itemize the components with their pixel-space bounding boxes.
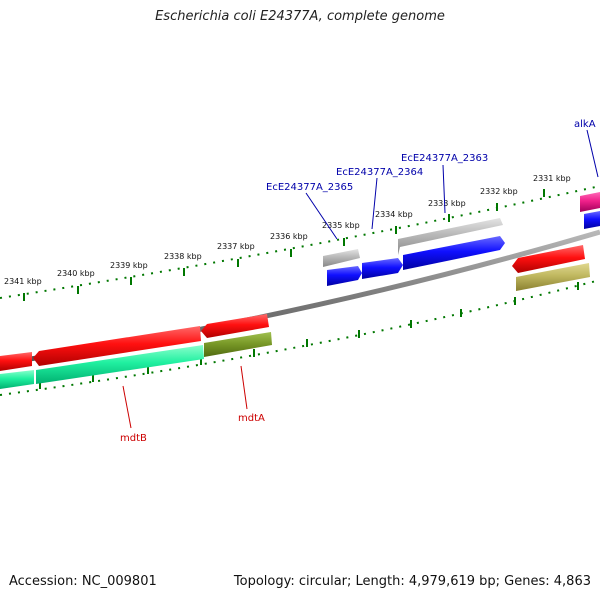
gene-feature[interactable] (33, 326, 201, 366)
gene-label-alkA[interactable]: alkA (574, 119, 596, 130)
outer-tick-track (0, 185, 600, 299)
tick-label: 2341 kbp (4, 277, 42, 286)
gene-feature[interactable] (204, 332, 272, 357)
inner-major-ticks (39, 282, 579, 389)
gene-feature[interactable] (0, 370, 34, 389)
gene-feature[interactable] (36, 345, 204, 384)
tick-label: 2335 kbp (322, 221, 360, 230)
gene-feature[interactable] (201, 314, 269, 338)
gene-label-mdtB[interactable]: mdtB (120, 433, 147, 444)
gene-label-ec2365[interactable]: EcE24377A_2365 (266, 182, 353, 193)
tick-label: 2334 kbp (375, 210, 413, 219)
label-leaders (122, 129, 599, 429)
tick-label: 2331 kbp (533, 174, 571, 183)
gene-feature[interactable] (0, 352, 32, 371)
tick-label: 2339 kbp (110, 261, 148, 270)
gene-feature[interactable] (580, 192, 600, 212)
tick-label: 2338 kbp (164, 252, 202, 261)
gene-feature[interactable] (323, 249, 360, 267)
gene-label-ec2363[interactable]: EcE24377A_2363 (401, 153, 488, 164)
gene-label-mdtA[interactable]: mdtA (238, 413, 265, 424)
tick-label: 2336 kbp (270, 232, 308, 241)
gene-feature[interactable] (327, 266, 362, 286)
tick-label: 2337 kbp (217, 242, 255, 251)
tick-label: 2340 kbp (57, 269, 95, 278)
gene-feature[interactable] (584, 211, 600, 229)
gene-feature[interactable] (398, 218, 503, 255)
map-title: Escherichia coli E24377A, complete genom… (155, 9, 445, 24)
tick-label: 2333 kbp (428, 199, 466, 208)
gene-feature[interactable] (512, 245, 585, 273)
inner-tick-track (0, 279, 600, 396)
gene-label-ec2364[interactable]: EcE24377A_2364 (336, 167, 423, 178)
gene-feature[interactable] (516, 263, 590, 291)
genome-summary-text: Topology: circular; Length: 4,979,619 bp… (233, 574, 591, 589)
accession-text: Accession: NC_009801 (9, 574, 157, 589)
gene-feature[interactable] (403, 236, 505, 270)
outer-major-ticks (23, 189, 545, 301)
tick-label: 2332 kbp (480, 187, 518, 196)
gene-feature[interactable] (362, 258, 403, 279)
